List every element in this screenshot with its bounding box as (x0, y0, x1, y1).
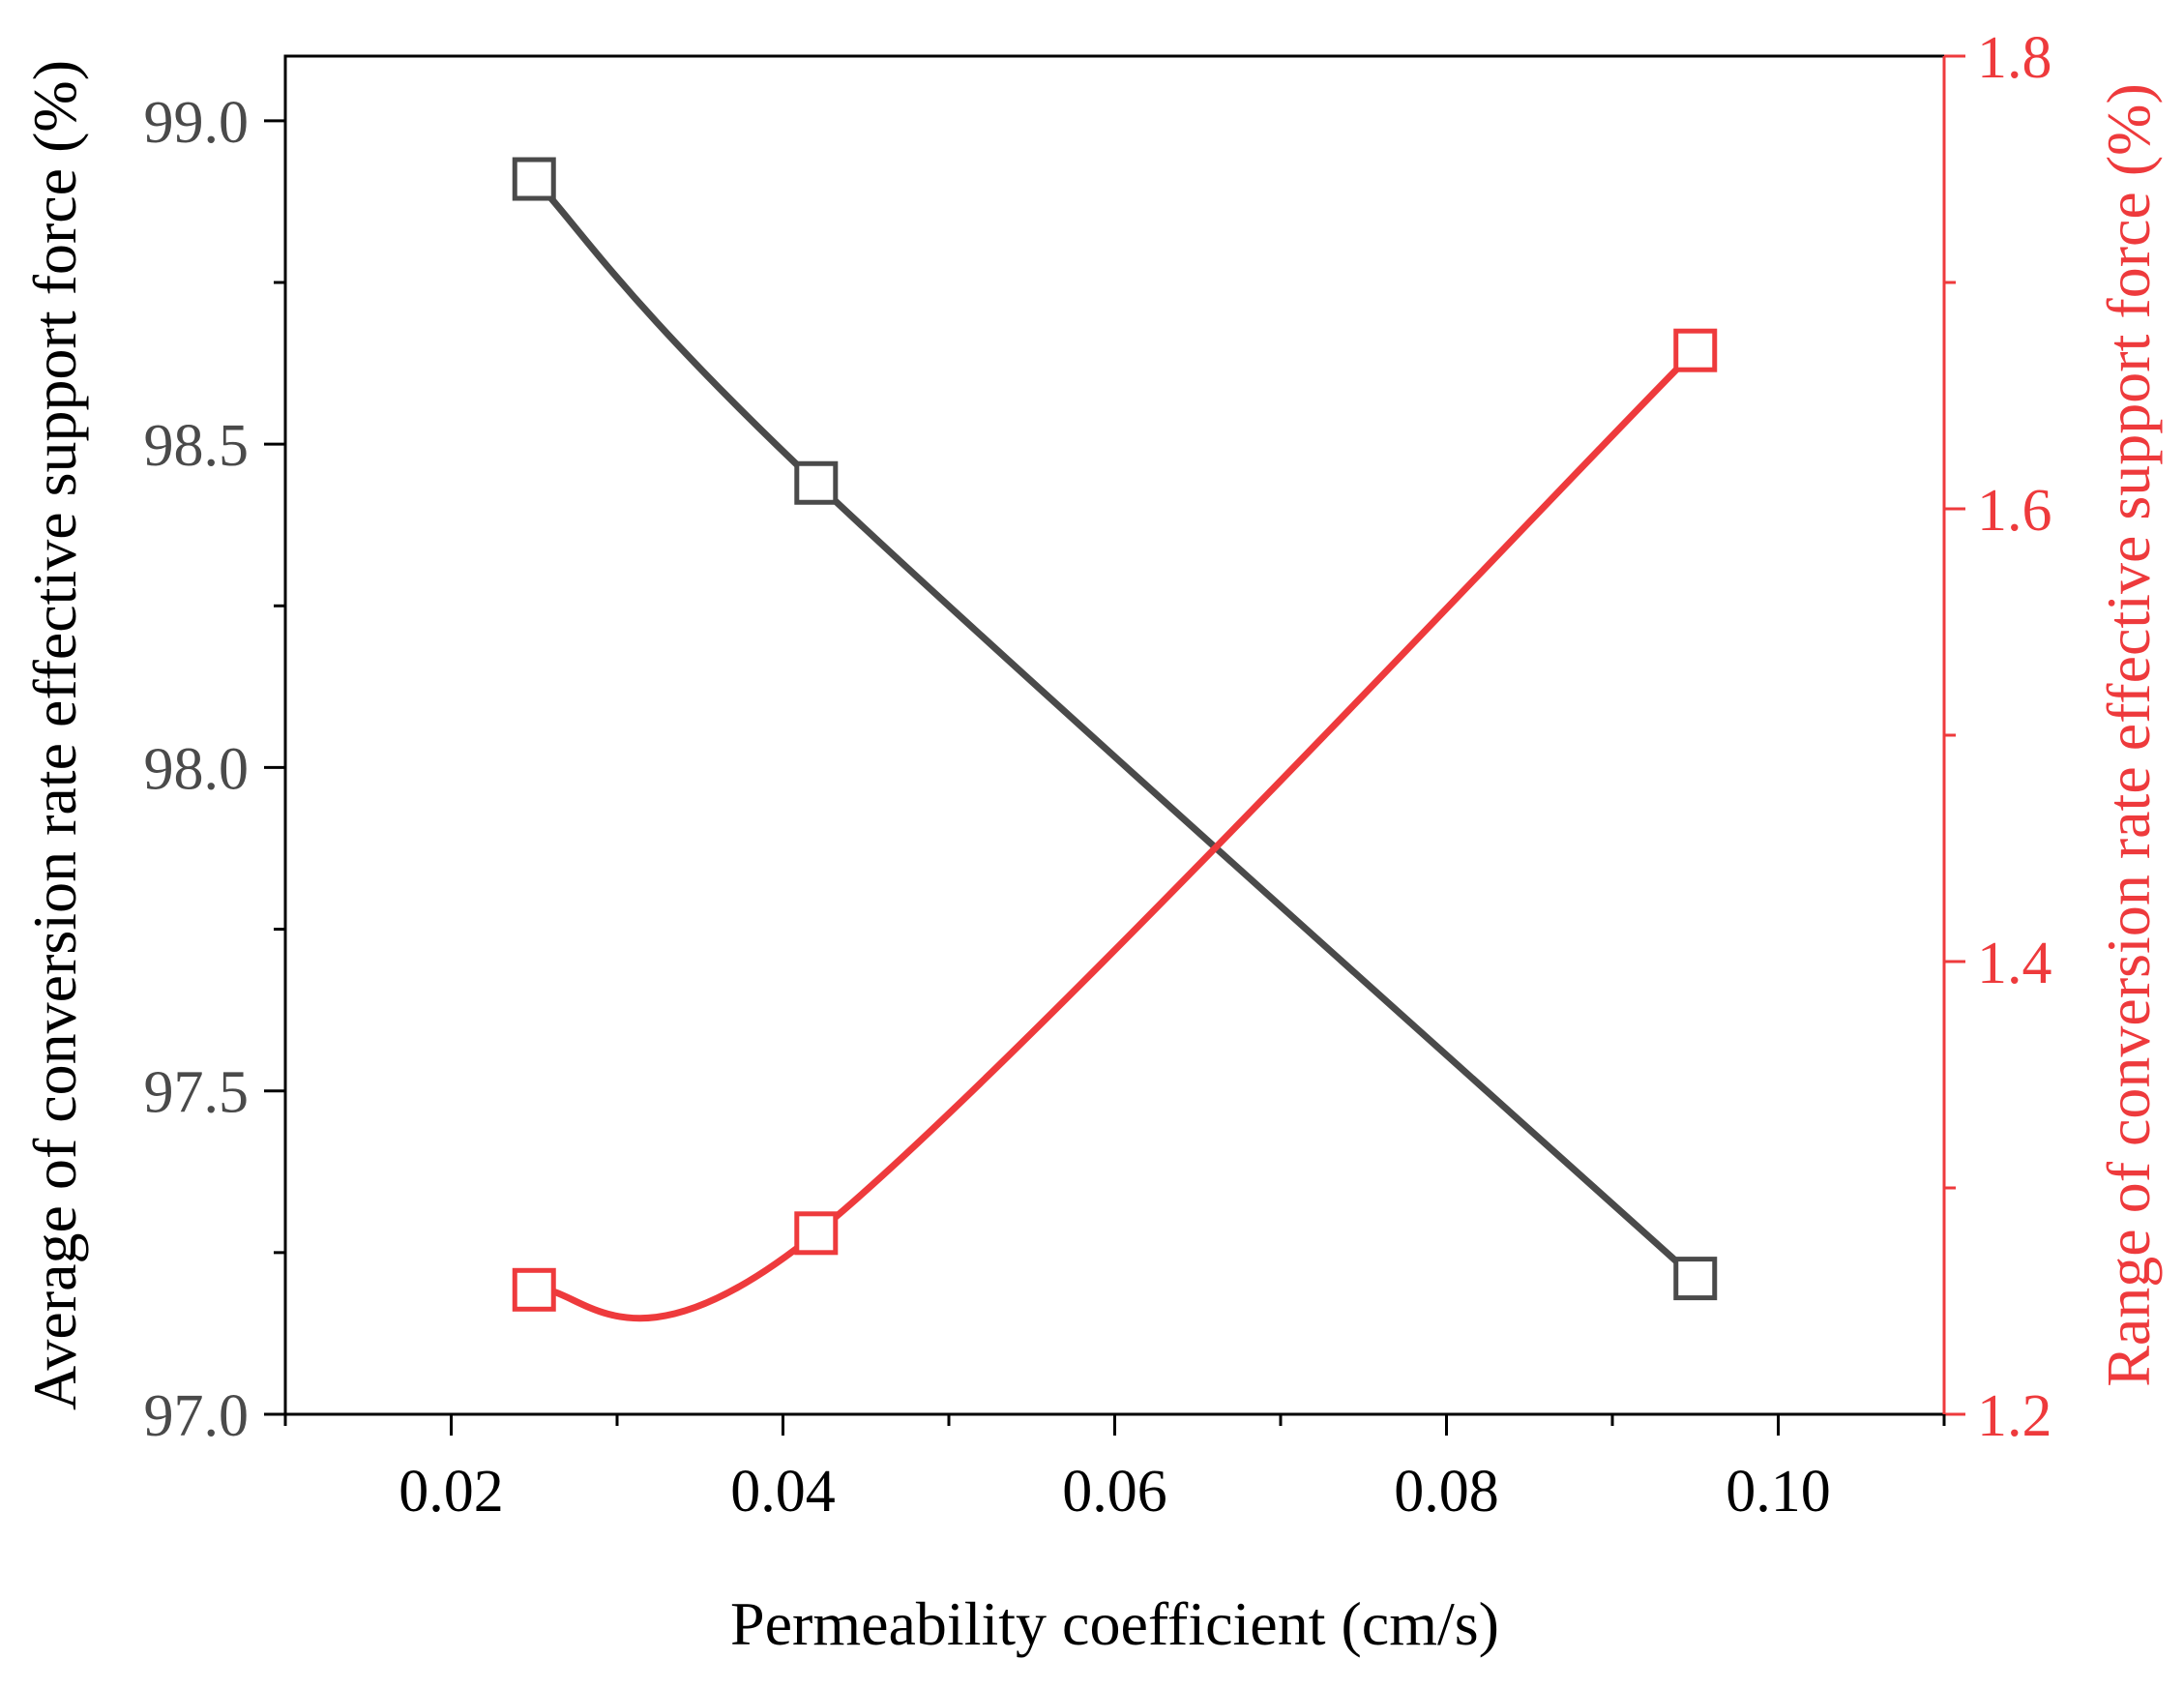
series-average (512, 157, 1718, 1301)
left-y-tick-label: 97.5 (144, 1060, 250, 1126)
x-tick-label: 0.02 (398, 1459, 504, 1525)
series-line-average (531, 176, 1698, 1282)
left-y-tick-label: 98.5 (144, 413, 250, 479)
bottom-axis: 0.02 0.04 0.06 0.08 0.10 (283, 1414, 1946, 1525)
plot-frame (283, 54, 1946, 1416)
x-tick-label: 0.04 (730, 1459, 836, 1525)
data-point-marker (1673, 1257, 1718, 1301)
right-y-axis-title: Range of conversion rate effective suppo… (2094, 83, 2163, 1387)
data-point-marker (512, 1267, 556, 1312)
left-y-tick-label: 99.0 (144, 90, 250, 156)
x-tick-label: 0.06 (1062, 1459, 1167, 1525)
right-axis: 1.2 1.4 1.6 1.8 (1942, 25, 2052, 1449)
data-point-marker (794, 1211, 839, 1256)
x-tick-label: 0.08 (1394, 1459, 1499, 1525)
left-axis: 97.0 97.5 98.0 98.5 99.0 (144, 90, 285, 1449)
x-axis-title: Permeability coefficient (cm/s) (730, 1589, 1499, 1658)
series-line-range (533, 347, 1698, 1322)
data-point-marker (1673, 328, 1718, 372)
x-tick-label: 0.10 (1726, 1459, 1831, 1525)
data-point-marker (794, 460, 839, 505)
left-y-tick-label: 97.0 (144, 1383, 250, 1449)
right-y-tick-label: 1.6 (1977, 478, 2052, 544)
series-layer (512, 157, 1718, 1322)
right-y-tick-label: 1.2 (1977, 1383, 2052, 1449)
data-point-marker (512, 157, 556, 201)
right-y-tick-label: 1.8 (1977, 25, 2052, 91)
right-y-tick-label: 1.4 (1977, 931, 2052, 996)
left-y-axis-title: Average of conversion rate effective sup… (20, 60, 89, 1410)
series-range (512, 328, 1718, 1322)
left-y-tick-label: 98.0 (144, 736, 250, 802)
